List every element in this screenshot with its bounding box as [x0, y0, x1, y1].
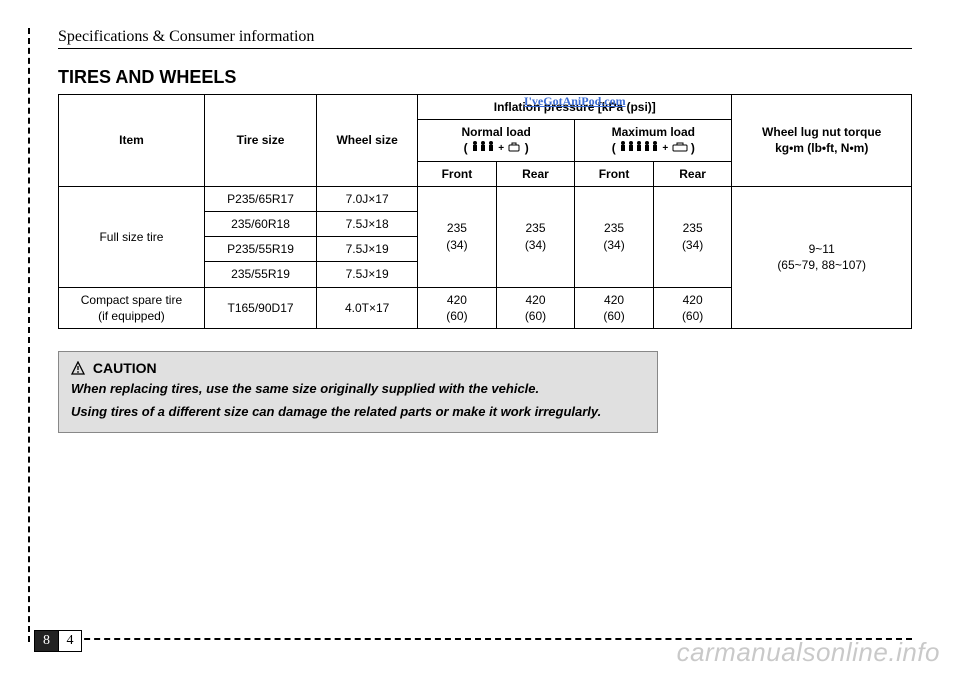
caution-line: When replacing tires, use the same size …	[71, 380, 645, 399]
page-number: 4	[58, 630, 82, 652]
caution-heading: CAUTION	[71, 360, 645, 376]
wheel-cell: 7.5J×18	[317, 211, 418, 236]
col-torque-l1: Wheel lug nut torque	[762, 125, 881, 139]
luggage-icon	[507, 142, 521, 152]
wheel-cell: 4.0T×17	[317, 287, 418, 328]
col-wheel-size: Wheel size	[317, 95, 418, 187]
pressure-cell: 235(34)	[496, 186, 575, 287]
pressure-cell: 235(34)	[653, 186, 732, 287]
page-content: Specifications & Consumer information TI…	[0, 0, 960, 453]
tire-cell: P235/55R19	[204, 237, 316, 262]
col-torque: Wheel lug nut torque kg•m (lb•ft, N•m)	[732, 95, 912, 187]
section-title: TIRES AND WHEELS	[58, 67, 912, 88]
wheel-cell: 7.5J×19	[317, 237, 418, 262]
header-section-label: Specifications & Consumer information	[58, 28, 314, 45]
chapter-number: 8	[34, 630, 58, 652]
pressure-cell: 420(60)	[496, 287, 575, 328]
wheel-cell: 7.5J×19	[317, 262, 418, 287]
full-size-label: Full size tire	[59, 186, 205, 287]
wheel-cell: 7.0J×17	[317, 186, 418, 211]
tire-spec-table: Item Tire size Wheel size I'veGotAniPod.…	[58, 94, 912, 329]
col-rear-m: Rear	[653, 161, 732, 186]
site-watermark: carmanualsonline.info	[677, 637, 940, 668]
watermark-link: I'veGotAniPod.com	[524, 93, 626, 109]
pressure-cell: 420(60)	[418, 287, 497, 328]
col-rear-n: Rear	[496, 161, 575, 186]
left-dash-border	[28, 28, 30, 642]
person-icon	[619, 140, 659, 152]
col-torque-l2: kg•m (lb•ft, N•m)	[775, 141, 868, 155]
table-row: Full size tire P235/65R17 7.0J×17 235(34…	[59, 186, 912, 211]
page-header: Specifications & Consumer information	[58, 28, 912, 49]
caution-head-text: CAUTION	[93, 360, 157, 376]
col-item: Item	[59, 95, 205, 187]
person-icon	[471, 140, 495, 152]
col-max-load: Maximum load ( + )	[575, 120, 732, 161]
pressure-cell: 420(60)	[575, 287, 654, 328]
page-number-box: 8 4	[34, 630, 82, 652]
caution-body: When replacing tires, use the same size …	[71, 380, 645, 422]
warning-icon	[71, 361, 85, 375]
col-normal-load: Normal load ( + )	[418, 120, 575, 161]
max-load-icons: ( + )	[612, 141, 695, 155]
caution-line: Using tires of a different size can dama…	[71, 403, 645, 422]
pressure-cell: 235(34)	[418, 186, 497, 287]
luggage-icon	[672, 142, 688, 152]
tire-cell: 235/55R19	[204, 262, 316, 287]
tire-cell: T165/90D17	[204, 287, 316, 328]
normal-load-icons: ( + )	[464, 141, 529, 155]
tire-cell: 235/60R18	[204, 211, 316, 236]
tire-cell: P235/65R17	[204, 186, 316, 211]
caution-box: CAUTION When replacing tires, use the sa…	[58, 351, 658, 433]
col-normal-load-label: Normal load	[462, 125, 531, 139]
compact-label: Compact spare tire(if equipped)	[59, 287, 205, 328]
col-tire-size: Tire size	[204, 95, 316, 187]
pressure-cell: 235(34)	[575, 186, 654, 287]
torque-cell: 9~11(65~79, 88~107)	[732, 186, 912, 328]
pressure-cell: 420(60)	[653, 287, 732, 328]
col-front-m: Front	[575, 161, 654, 186]
col-inflation: I'veGotAniPod.com Inflation pressure [kP…	[418, 95, 732, 120]
col-max-load-label: Maximum load	[612, 125, 695, 139]
col-front-n: Front	[418, 161, 497, 186]
